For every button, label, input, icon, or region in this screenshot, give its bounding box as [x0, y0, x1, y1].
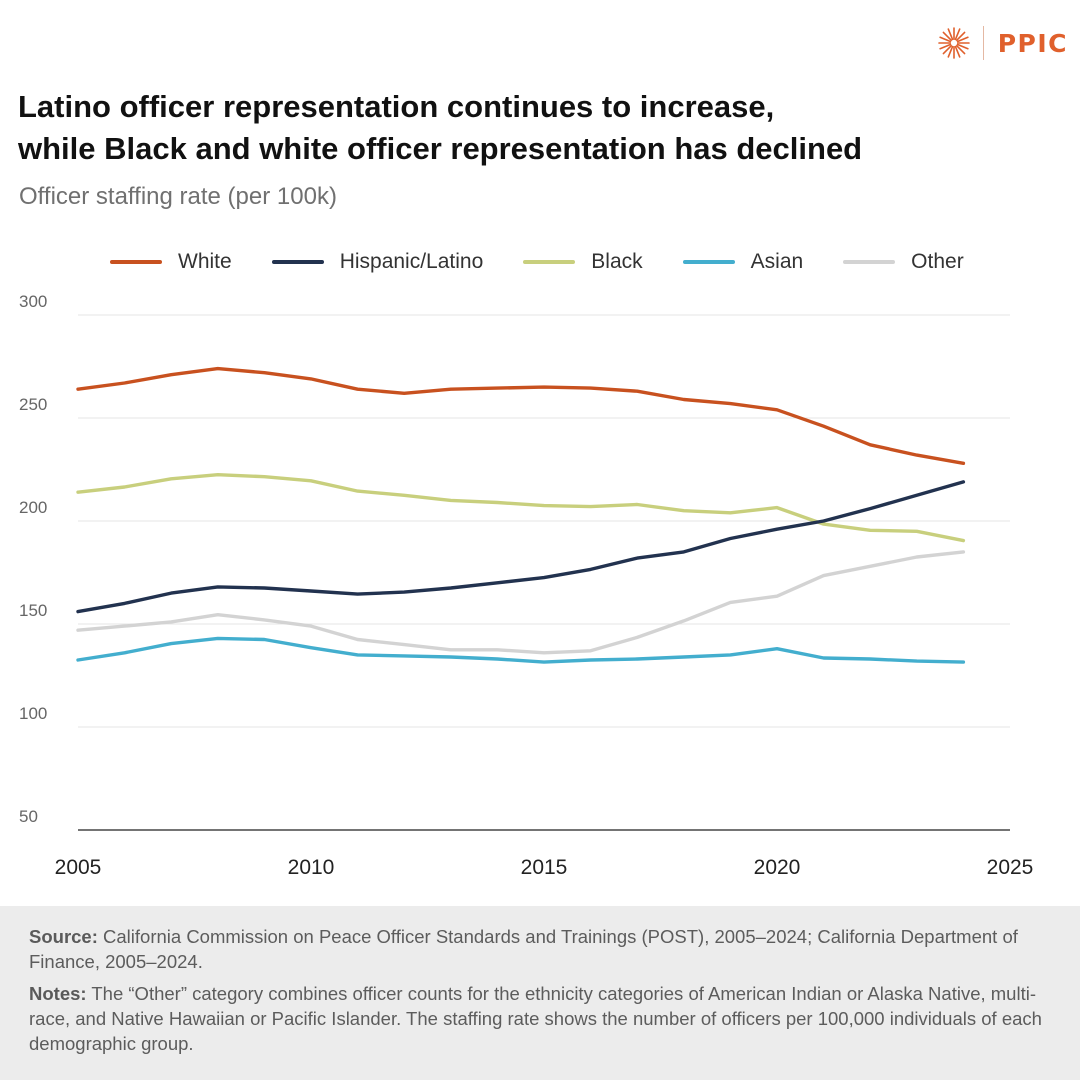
x-tick-label: 2020 [754, 856, 801, 879]
legend-item: Hispanic/Latino [271, 250, 484, 274]
source-text: California Commission on Peace Officer S… [29, 926, 1018, 972]
notes-label: Notes: [29, 983, 87, 1004]
legend-item: Other [843, 250, 964, 274]
legend-swatch [271, 260, 324, 264]
logo-divider [982, 26, 984, 60]
x-tick-label: 2010 [288, 856, 335, 879]
chart-title: Latino officer representation continues … [18, 86, 998, 170]
source-note: Source: California Commission on Peace O… [29, 924, 1058, 974]
y-tick-label: 100 [19, 704, 47, 723]
legend-label: Black [591, 250, 643, 273]
x-tick-label: 2025 [987, 856, 1034, 879]
legend-label: Other [911, 250, 964, 273]
y-tick-label: 250 [19, 395, 47, 414]
series-line-asian [76, 636, 966, 664]
title-line-2: while Black and white officer representa… [18, 131, 863, 166]
series-line-black [76, 473, 966, 543]
footer-notes: Source: California Commission on Peace O… [0, 906, 1080, 1080]
legend-item: White [110, 250, 232, 274]
legend-label: Asian [750, 250, 804, 273]
title-line-1: Latino officer representation continues … [18, 89, 775, 124]
brand-name: PPIC [997, 28, 1068, 58]
series-line-white [76, 366, 966, 465]
source-label: Source: [29, 926, 98, 947]
x-tick-label: 2005 [55, 856, 102, 879]
y-tick-label: 50 [19, 807, 38, 826]
notes-note: Notes: The “Other” category combines off… [29, 981, 1058, 1056]
notes-text: The “Other” category combines officer co… [29, 983, 1042, 1054]
line-chart: 50 100 150 200 250 300 2005 2010 2015 2020 2025 [19, 292, 1034, 879]
sunburst-icon [937, 27, 970, 59]
ppic-logo: PPIC [937, 26, 1068, 60]
legend-swatch [523, 260, 576, 264]
series-line-other [76, 550, 966, 655]
legend-label: Hispanic/Latino [339, 250, 484, 273]
series-line-hispanic-latino [76, 480, 966, 614]
legend-swatch [682, 260, 735, 264]
legend-label: White [178, 250, 232, 273]
y-tick-label: 300 [19, 292, 47, 311]
y-tick-label: 150 [19, 601, 47, 620]
legend-swatch [843, 260, 896, 264]
chart-subtitle: Officer staffing rate (per 100k) [19, 183, 337, 210]
legend-item: Black [523, 250, 643, 274]
legend-swatch [110, 260, 162, 264]
y-tick-label: 200 [19, 498, 47, 517]
legend-item: Asian [682, 250, 804, 274]
chart-legend: White Hispanic/Latino Black Asian Other [110, 250, 1004, 274]
x-tick-label: 2015 [521, 856, 568, 879]
